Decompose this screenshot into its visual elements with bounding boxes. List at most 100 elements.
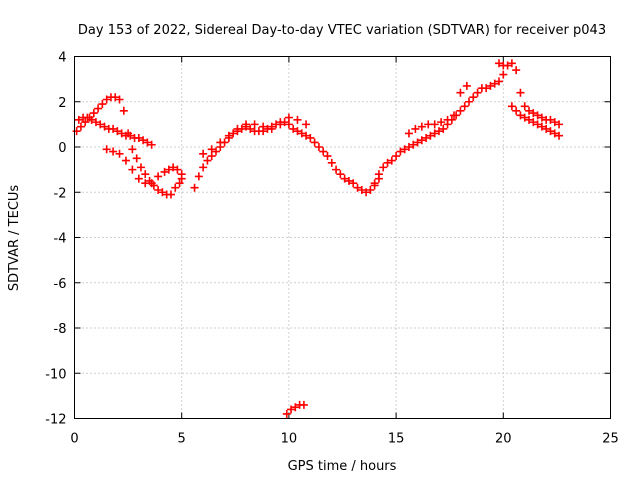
data-point <box>340 174 349 183</box>
data-point <box>400 145 409 154</box>
data-point <box>154 185 163 194</box>
data-point <box>284 113 293 122</box>
data-point <box>486 81 495 90</box>
data-point <box>495 59 504 68</box>
data-series <box>282 400 308 418</box>
data-point <box>119 106 128 115</box>
data-point <box>460 102 469 111</box>
data-point <box>134 133 143 142</box>
data-point <box>229 129 238 138</box>
data-point <box>546 115 555 124</box>
data-point <box>139 136 148 145</box>
data-point <box>87 115 96 124</box>
data-point <box>128 145 137 154</box>
y-tick-label: -10 <box>45 367 66 382</box>
data-point <box>132 154 141 163</box>
data-point <box>134 174 143 183</box>
data-point <box>417 122 426 131</box>
data-series <box>199 113 311 158</box>
data-point <box>284 120 293 129</box>
data-point <box>413 138 422 147</box>
y-tick-label: -2 <box>54 186 67 201</box>
data-point <box>383 158 392 167</box>
data-point <box>533 111 542 120</box>
data-point <box>175 179 184 188</box>
data-point <box>464 97 473 106</box>
data-series <box>190 118 383 197</box>
data-point <box>426 131 435 140</box>
data-point <box>74 115 83 124</box>
data-point <box>250 120 259 129</box>
data-point <box>366 185 375 194</box>
data-point <box>207 152 216 161</box>
data-point <box>529 118 538 127</box>
data-point <box>430 120 439 129</box>
data-point <box>203 156 212 165</box>
data-point <box>370 179 379 188</box>
data-series <box>102 145 186 188</box>
data-point <box>537 122 546 131</box>
data-point <box>439 124 448 133</box>
data-point <box>117 129 126 138</box>
data-point <box>327 158 336 167</box>
data-point <box>310 138 319 147</box>
data-point <box>449 111 458 120</box>
data-point <box>76 122 85 131</box>
data-point <box>293 115 302 124</box>
data-point <box>537 113 546 122</box>
grid-lines <box>74 56 611 419</box>
data-point <box>362 188 371 197</box>
data-point <box>473 88 482 97</box>
data-point <box>91 118 100 127</box>
data-point <box>199 149 208 158</box>
data-point <box>456 88 465 97</box>
data-point <box>302 131 311 140</box>
data-point <box>344 176 353 185</box>
data-point <box>173 165 182 174</box>
data-point <box>293 127 302 136</box>
data-point <box>437 118 446 127</box>
data-point <box>259 122 268 131</box>
data-point <box>336 170 345 179</box>
data-point <box>507 102 516 111</box>
data-point <box>115 95 124 104</box>
y-tick-label: -12 <box>45 413 66 428</box>
data-point <box>332 165 341 174</box>
data-point <box>83 113 92 122</box>
x-tick-label: 15 <box>388 432 405 447</box>
data-series <box>74 113 156 149</box>
data-point <box>529 109 538 118</box>
data-point <box>141 170 150 179</box>
data-point <box>94 104 103 113</box>
data-point <box>349 179 358 188</box>
data-point <box>89 109 98 118</box>
data-point <box>533 120 542 129</box>
data-point <box>520 113 529 122</box>
y-tick-label: 0 <box>58 141 66 156</box>
data-point <box>302 120 311 129</box>
x-tick-label: 20 <box>495 432 512 447</box>
data-point <box>287 405 296 414</box>
data-point <box>516 111 525 120</box>
data-point <box>319 147 328 156</box>
data-point <box>81 118 90 127</box>
data-point <box>154 172 163 181</box>
data-point <box>121 156 130 165</box>
data-point <box>100 122 109 131</box>
data-point <box>276 118 285 127</box>
data-point <box>507 59 516 68</box>
data-point <box>482 84 491 93</box>
axis-ticks: 0 5 10 15 20 25 -12 -10 -8 -6 -4 -2 0 2 4 <box>45 51 619 447</box>
data-point <box>158 188 167 197</box>
data-point <box>430 129 439 138</box>
y-tick-label: -6 <box>54 277 67 292</box>
plot-frame <box>74 56 611 419</box>
y-tick-label: 4 <box>58 51 66 66</box>
data-point <box>267 124 276 133</box>
data-point <box>190 183 199 192</box>
data-point <box>404 143 413 151</box>
data-point <box>136 163 145 172</box>
data-point <box>102 95 111 104</box>
data-point <box>72 127 81 136</box>
